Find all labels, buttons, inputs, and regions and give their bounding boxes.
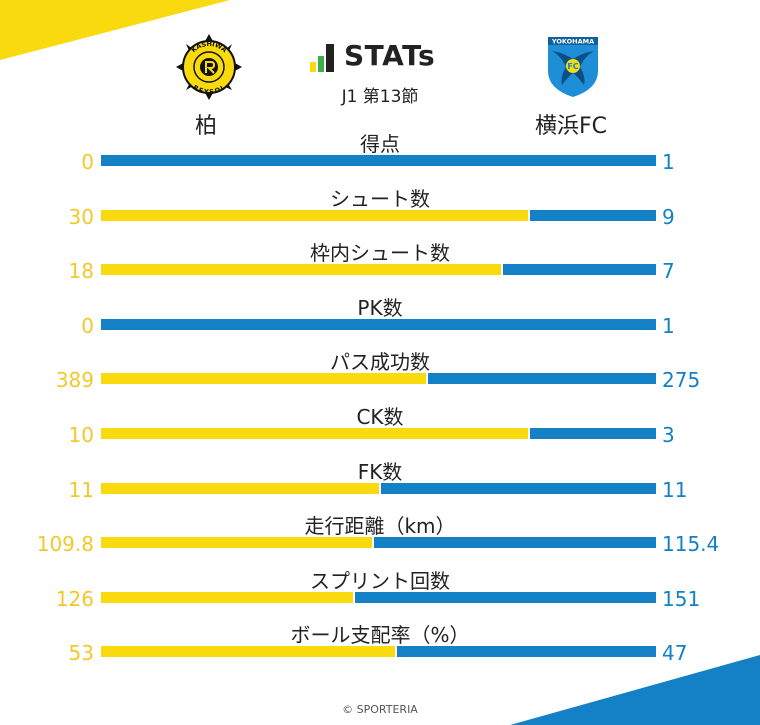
stat-row: パス成功数 389 275 — [0, 346, 760, 398]
home-value: 389 — [55, 368, 94, 393]
stat-label: 枠内シュート数 — [310, 241, 450, 266]
away-value: 151 — [662, 586, 701, 611]
away-value: 9 — [662, 204, 675, 229]
stat-bar-divider — [528, 428, 530, 439]
match-round: J1 第13節 — [341, 87, 419, 107]
stat-bar-home — [101, 537, 372, 549]
stat-bar-home — [101, 428, 528, 439]
home-value: 0 — [81, 150, 94, 174]
stat-bar-divider — [372, 537, 374, 549]
stat-row: FK数 11 11 — [0, 456, 760, 508]
stat-bar-away — [101, 482, 656, 494]
home-value: 109.8 — [36, 532, 94, 557]
bottom-right-blue-stripe — [510, 655, 760, 725]
stat-label: ボール支配率（%） — [290, 623, 470, 648]
stat-bar-away — [101, 428, 656, 439]
stat-bar-home — [101, 264, 501, 276]
stat-bar-divider — [501, 264, 503, 276]
stat-label: FK数 — [357, 459, 403, 484]
stat-row: 枠内シュート数 18 7 — [0, 237, 760, 289]
away-value: 7 — [662, 259, 675, 284]
home-value: 0 — [81, 313, 94, 338]
stat-row: ボール支配率（%） 53 47 — [0, 619, 760, 671]
home-team-name: 柏 — [195, 114, 218, 139]
stat-label: シュート数 — [330, 186, 430, 211]
stat-row: CK数 10 3 — [0, 401, 760, 453]
home-value: 11 — [68, 477, 94, 502]
away-team-name: 横浜FC — [535, 114, 608, 139]
away-value: 11 — [662, 477, 688, 502]
stat-bar-away — [101, 264, 656, 276]
stat-label: 走行距離（km） — [304, 514, 456, 539]
emblem-yokohama-text: YOKOHAMA — [551, 38, 594, 46]
copyright: © SPORTERIA — [342, 703, 418, 716]
away-value: 115.4 — [662, 532, 720, 557]
stat-bar-home — [101, 209, 528, 221]
stat-bar-away — [101, 537, 656, 549]
stat-label: PK数 — [357, 295, 403, 320]
stat-bar-home — [101, 373, 426, 385]
home-value: 18 — [68, 259, 94, 284]
stat-bar-away — [101, 373, 656, 385]
stat-bar-away — [101, 155, 656, 166]
away-value: 1 — [662, 150, 675, 174]
home-value: 126 — [55, 586, 94, 611]
stat-bar-away — [101, 209, 656, 221]
stat-bar-away — [101, 646, 656, 658]
away-value: 47 — [662, 641, 688, 666]
stat-bar-divider — [379, 482, 381, 494]
home-value: 53 — [68, 641, 94, 666]
away-value: 3 — [662, 423, 675, 447]
stat-bar-divider — [353, 591, 355, 603]
stats-bar-icon — [310, 44, 334, 72]
away-value: 275 — [662, 368, 701, 393]
stat-bar-away — [101, 318, 656, 330]
stats-logo-text: STATs — [344, 39, 436, 72]
emblem-text-bottom: REYSOL — [191, 83, 226, 96]
stat-bar-home — [101, 482, 379, 494]
stat-bar-divider — [426, 373, 428, 385]
stat-row: 走行距離（km） 109.8 115.4 — [0, 510, 760, 562]
home-value: 10 — [68, 423, 94, 447]
kashiwa-reysol-emblem: KASHIWA REYSOL — [176, 34, 242, 100]
stat-bar-home — [101, 646, 395, 658]
yokohama-fc-emblem: YOKOHAMA FC — [548, 37, 598, 97]
stat-bar-home — [101, 591, 353, 603]
stat-label: CK数 — [356, 405, 404, 429]
stat-bar-divider — [395, 646, 397, 658]
stat-label: パス成功数 — [330, 350, 430, 375]
stat-row: PK数 0 1 — [0, 292, 760, 344]
home-value: 30 — [68, 204, 94, 229]
stat-bar-divider — [528, 209, 530, 221]
svg-text:REYSOL: REYSOL — [191, 83, 226, 96]
stat-label: スプリント回数 — [310, 568, 450, 593]
emblem-fc-badge: FC — [567, 62, 578, 71]
stat-row: スプリント回数 126 151 — [0, 565, 760, 617]
stat-label: 得点 — [360, 132, 400, 156]
stat-bar-away — [101, 591, 656, 603]
stat-row: 得点 0 1 — [0, 128, 760, 180]
top-left-yellow-stripe — [0, 0, 230, 60]
stat-row: シュート数 30 9 — [0, 183, 760, 235]
away-value: 1 — [662, 313, 675, 338]
